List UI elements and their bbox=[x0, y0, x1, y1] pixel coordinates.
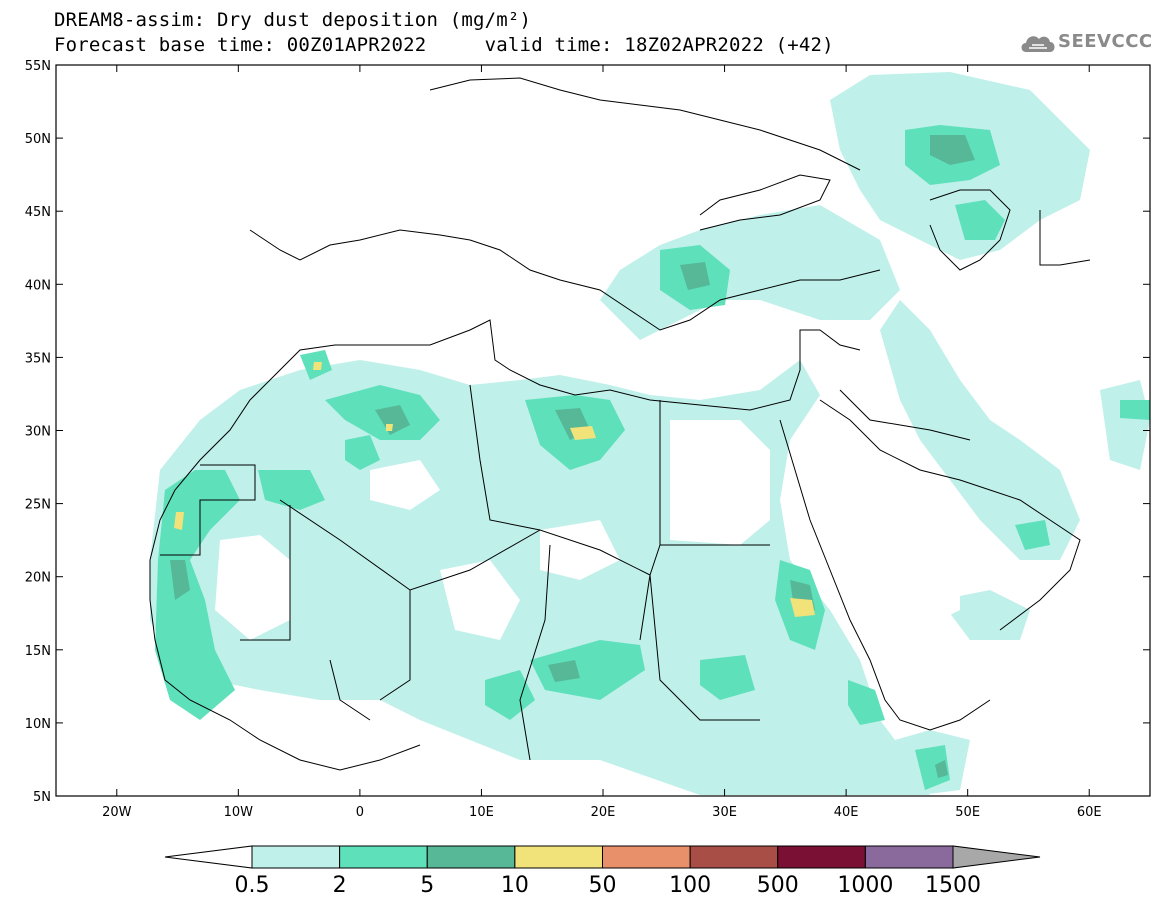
coastlines-and-borders bbox=[149, 77, 1091, 771]
lon-label: 20W bbox=[102, 805, 132, 820]
colorbar-label: 1500 bbox=[925, 873, 981, 898]
colorbar-label: 0.5 bbox=[235, 873, 270, 898]
colorbar: 0.5 2 5 10 50 100 500 1000 1500 bbox=[164, 845, 1041, 898]
colorbar-label: 500 bbox=[757, 873, 799, 898]
latitude-axis: 55N 50N 45N 40N 35N 30N 25N 20N 15N 10N 5N bbox=[25, 59, 1150, 805]
lon-label: 40E bbox=[834, 805, 859, 820]
colorbar-swatch bbox=[602, 845, 691, 869]
colorbar-label: 2 bbox=[333, 873, 347, 898]
colorbar-under-triangle bbox=[164, 845, 253, 869]
lon-label: 50E bbox=[955, 805, 980, 820]
lat-label: 10N bbox=[25, 717, 51, 732]
lat-label: 5N bbox=[33, 790, 51, 805]
colorbar-swatch bbox=[339, 845, 428, 869]
colorbar-label: 50 bbox=[589, 873, 617, 898]
lon-label: 0 bbox=[356, 805, 364, 820]
chart-title: DREAM8-assim: Dry dust deposition (mg/m²… bbox=[54, 9, 532, 31]
lat-label: 40N bbox=[25, 278, 51, 293]
colorbar-label: 100 bbox=[669, 873, 711, 898]
colorbar-swatch bbox=[777, 845, 866, 869]
deposition-clear-areas bbox=[215, 420, 960, 640]
lon-label: 60E bbox=[1077, 805, 1102, 820]
colorbar-swatch bbox=[514, 845, 603, 869]
colorbar-swatch bbox=[864, 845, 954, 869]
forecast-time-subtitle: Forecast base time: 00Z01APR2022 valid t… bbox=[54, 34, 834, 56]
lat-label: 50N bbox=[25, 132, 51, 147]
lat-label: 25N bbox=[25, 498, 51, 513]
lat-label: 45N bbox=[25, 205, 51, 220]
lat-label: 30N bbox=[25, 425, 51, 440]
colorbar-label: 10 bbox=[501, 873, 529, 898]
colorbar-label: 1000 bbox=[837, 873, 893, 898]
lat-label: 20N bbox=[25, 571, 51, 586]
colorbar-swatch bbox=[689, 845, 779, 869]
longitude-axis: 20W 10W 0 10E 20E 30E 40E 50E 60E bbox=[102, 65, 1102, 820]
lon-label: 10E bbox=[469, 805, 494, 820]
lat-label: 15N bbox=[25, 644, 51, 659]
colorbar-swatch bbox=[251, 845, 341, 869]
lon-label: 10W bbox=[224, 805, 254, 820]
colorbar-over-triangle bbox=[952, 845, 1041, 869]
map-frame bbox=[55, 64, 1151, 797]
colorbar-swatch bbox=[426, 845, 516, 869]
lat-label: 35N bbox=[25, 351, 51, 366]
colorbar-label: 5 bbox=[420, 873, 434, 898]
lon-label: 30E bbox=[712, 805, 737, 820]
logo-text: SEEVCCC bbox=[1058, 31, 1153, 52]
cloud-logo-icon bbox=[1021, 36, 1055, 52]
lat-label: 55N bbox=[25, 59, 51, 74]
lon-label: 20E bbox=[591, 805, 616, 820]
deposition-level-10-50 bbox=[174, 362, 815, 617]
